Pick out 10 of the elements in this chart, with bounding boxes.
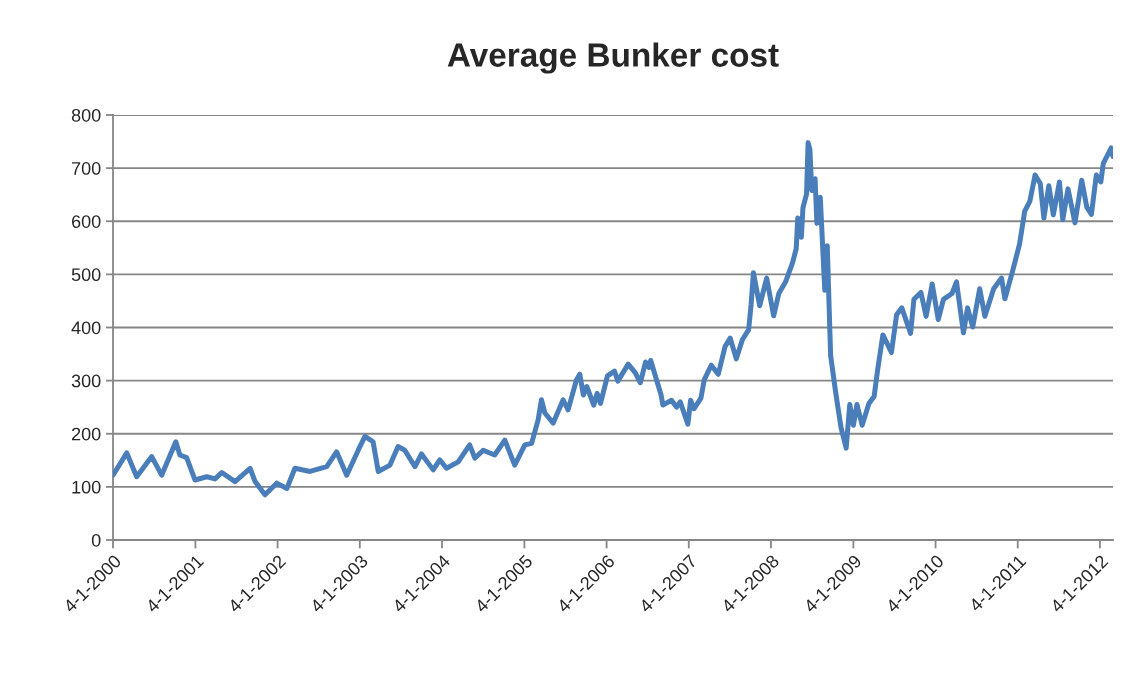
y-tick-label: 0 <box>91 533 101 547</box>
y-tick-label: 300 <box>71 374 101 388</box>
y-tick-label: 700 <box>72 162 101 175</box>
y-tick-label: 600 <box>71 215 101 228</box>
y-tick-label: 800 <box>71 108 101 122</box>
y-tick-label: 500 <box>71 268 101 282</box>
y-tick-label: 100 <box>72 480 101 494</box>
y-tick-label: 400 <box>71 321 101 335</box>
y-tick-label: 200 <box>71 427 101 441</box>
chart-title: Average Bunker cost <box>447 42 779 74</box>
